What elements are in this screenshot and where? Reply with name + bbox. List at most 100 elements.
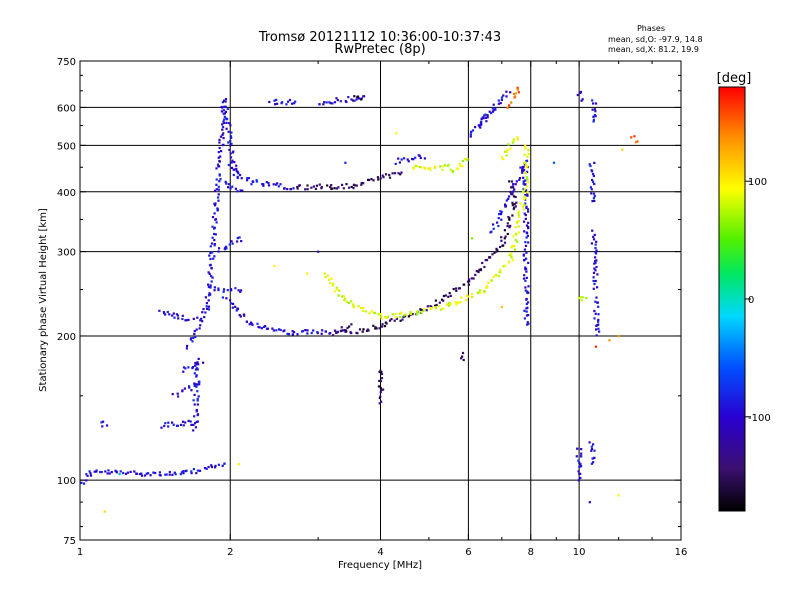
data-point <box>330 184 333 187</box>
data-point <box>310 331 313 335</box>
data-point <box>215 183 218 186</box>
data-point <box>272 329 275 332</box>
data-point <box>524 202 527 205</box>
data-point <box>393 172 397 175</box>
data-point <box>166 310 169 314</box>
data-point <box>198 327 201 330</box>
data-point <box>85 479 88 482</box>
data-point <box>509 91 512 94</box>
data-point <box>213 232 216 236</box>
data-point <box>527 261 530 264</box>
data-point <box>516 88 519 91</box>
data-point <box>283 187 286 190</box>
data-point <box>222 126 225 129</box>
data-point <box>315 184 319 187</box>
data-point <box>181 390 184 393</box>
data-point <box>393 319 396 322</box>
data-point <box>458 287 461 290</box>
data-point <box>135 472 139 475</box>
data-point <box>466 158 469 162</box>
data-point <box>347 301 350 305</box>
data-point <box>461 165 464 168</box>
data-point <box>324 330 327 333</box>
data-point <box>197 357 200 360</box>
data-point <box>457 301 460 304</box>
data-point <box>458 162 462 165</box>
data-point <box>273 265 276 268</box>
data-point <box>467 283 470 286</box>
data-point <box>222 121 226 125</box>
data-point <box>229 152 232 155</box>
data-point <box>578 297 581 300</box>
data-point <box>521 167 524 171</box>
data-point <box>231 242 234 245</box>
data-point <box>485 285 489 288</box>
data-point <box>286 188 289 191</box>
data-point <box>524 241 527 244</box>
data-point <box>377 178 380 181</box>
data-point <box>516 136 519 139</box>
data-point <box>496 249 499 252</box>
data-point <box>360 183 363 186</box>
data-point <box>577 479 580 482</box>
data-point <box>162 311 165 314</box>
data-point <box>479 126 482 129</box>
data-point <box>593 161 596 164</box>
data-point <box>494 108 497 111</box>
data-point <box>403 157 406 160</box>
data-point <box>195 383 198 386</box>
colorbar-tick-label: -100 <box>748 413 771 424</box>
data-point <box>510 180 514 183</box>
data-point <box>168 473 171 476</box>
data-point <box>201 320 204 323</box>
data-point <box>202 361 205 364</box>
data-point <box>598 330 601 333</box>
data-point <box>526 170 529 173</box>
data-point <box>196 390 199 393</box>
data-point <box>524 161 527 164</box>
data-point <box>236 237 239 240</box>
data-point <box>168 470 171 474</box>
data-point <box>484 116 488 119</box>
data-point <box>214 233 217 236</box>
data-point <box>224 110 227 113</box>
data-point <box>333 101 336 104</box>
data-point <box>184 421 187 424</box>
data-point <box>304 329 307 332</box>
data-point <box>594 260 597 263</box>
data-point <box>236 307 240 311</box>
data-point <box>504 235 507 238</box>
data-point <box>378 402 381 405</box>
data-point <box>236 240 239 243</box>
data-point <box>103 510 106 513</box>
data-point <box>222 120 225 123</box>
data-point <box>110 471 113 474</box>
data-point <box>525 206 528 210</box>
data-point <box>507 143 510 146</box>
data-point <box>195 420 198 423</box>
data-point <box>104 470 107 473</box>
data-point <box>597 327 600 330</box>
data-point <box>482 117 485 120</box>
data-point <box>352 304 355 307</box>
data-point <box>522 208 525 211</box>
data-point <box>360 98 363 101</box>
data-point <box>335 97 338 100</box>
data-point <box>222 290 225 293</box>
data-point <box>382 388 385 391</box>
data-point <box>593 456 596 460</box>
data-point <box>581 98 584 101</box>
data-point <box>634 141 638 144</box>
grid-lines <box>80 61 681 540</box>
data-point <box>580 455 583 458</box>
data-point <box>350 98 353 101</box>
data-point <box>198 381 201 384</box>
data-point <box>589 164 592 168</box>
data-point <box>267 184 271 187</box>
data-point <box>235 167 238 170</box>
data-point <box>175 424 179 427</box>
data-point <box>276 102 279 105</box>
data-point <box>213 212 216 215</box>
data-point <box>350 185 353 188</box>
data-point <box>225 245 228 248</box>
